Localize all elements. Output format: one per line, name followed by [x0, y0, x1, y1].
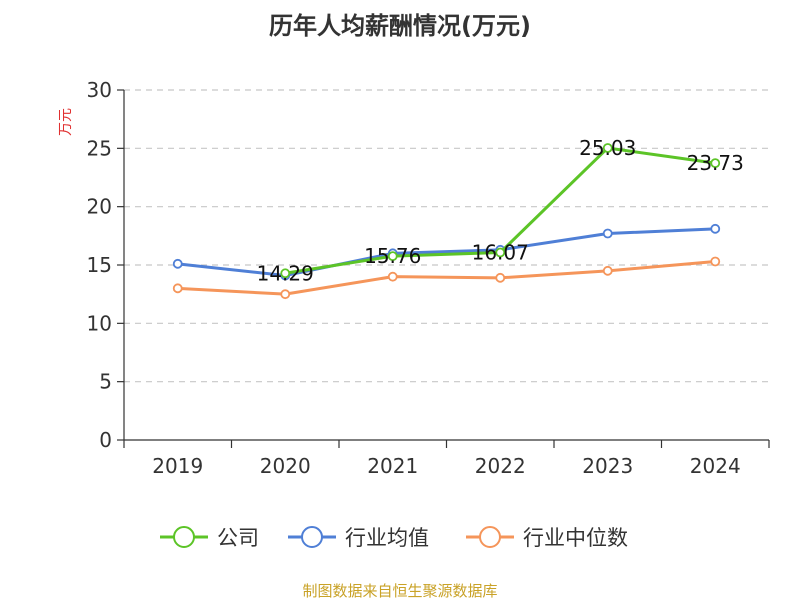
- data-label: 15.76: [364, 244, 421, 268]
- x-tick-label: 2021: [367, 454, 418, 478]
- data-point: [710, 223, 721, 234]
- data-point: [280, 268, 291, 279]
- y-tick-label: 10: [87, 311, 112, 335]
- legend-marker: [301, 526, 323, 548]
- legend-label: 公司: [217, 526, 259, 550]
- data-point: [280, 289, 291, 300]
- legend-item[interactable]: 公司: [160, 526, 259, 550]
- x-tick-label: 2022: [475, 454, 526, 478]
- data-label: 14.29: [257, 261, 314, 285]
- y-tick-label: 20: [87, 195, 112, 219]
- legend-marker: [479, 526, 501, 548]
- y-tick-label: 15: [87, 253, 112, 277]
- x-tick-label: 2019: [152, 454, 203, 478]
- data-point: [172, 283, 183, 294]
- data-point: [172, 258, 183, 269]
- x-tick-label: 2023: [582, 454, 633, 478]
- y-tick-label: 30: [87, 78, 112, 102]
- data-point: [387, 251, 398, 262]
- data-point: [710, 158, 721, 169]
- data-point: [387, 271, 398, 282]
- axes: 0 5 10 15 20 25 30 2019 2020 2021 2022 2023 2024: [87, 78, 770, 478]
- legend-marker: [173, 526, 195, 548]
- y-axis-label: 万元: [58, 108, 74, 136]
- data-point: [602, 265, 613, 276]
- legend-item[interactable]: 行业中位数: [466, 526, 628, 550]
- data-point: [495, 247, 506, 258]
- data-point: [710, 256, 721, 267]
- series-line: [177, 260, 716, 296]
- legend[interactable]: 公司 行业均值 行业中位数: [160, 526, 628, 550]
- data-label: 16.07: [472, 241, 529, 265]
- y-tick-label: 0: [99, 428, 112, 452]
- chart-title: 历年人均薪酬情况(万元): [269, 12, 531, 40]
- data-point: [495, 272, 506, 283]
- legend-label: 行业中位数: [523, 526, 628, 550]
- legend-label: 行业均值: [345, 526, 429, 550]
- x-tick-label: 2024: [690, 454, 741, 478]
- data-label: 25.03: [579, 136, 636, 160]
- data-labels: 14.29 15.76 16.07 25.03 23.73: [257, 136, 744, 285]
- x-tick-label: 2020: [260, 454, 311, 478]
- data-label: 23.73: [687, 151, 744, 175]
- series-line: [177, 227, 716, 277]
- data-point: [602, 143, 613, 153]
- grid: [124, 89, 769, 383]
- data-point: [602, 228, 613, 239]
- series: [172, 143, 721, 300]
- y-tick-label: 5: [99, 370, 112, 394]
- source-note: 制图数据来自恒生聚源数据库: [302, 582, 497, 600]
- legend-item[interactable]: 行业均值: [288, 526, 429, 550]
- y-tick-label: 25: [87, 136, 112, 160]
